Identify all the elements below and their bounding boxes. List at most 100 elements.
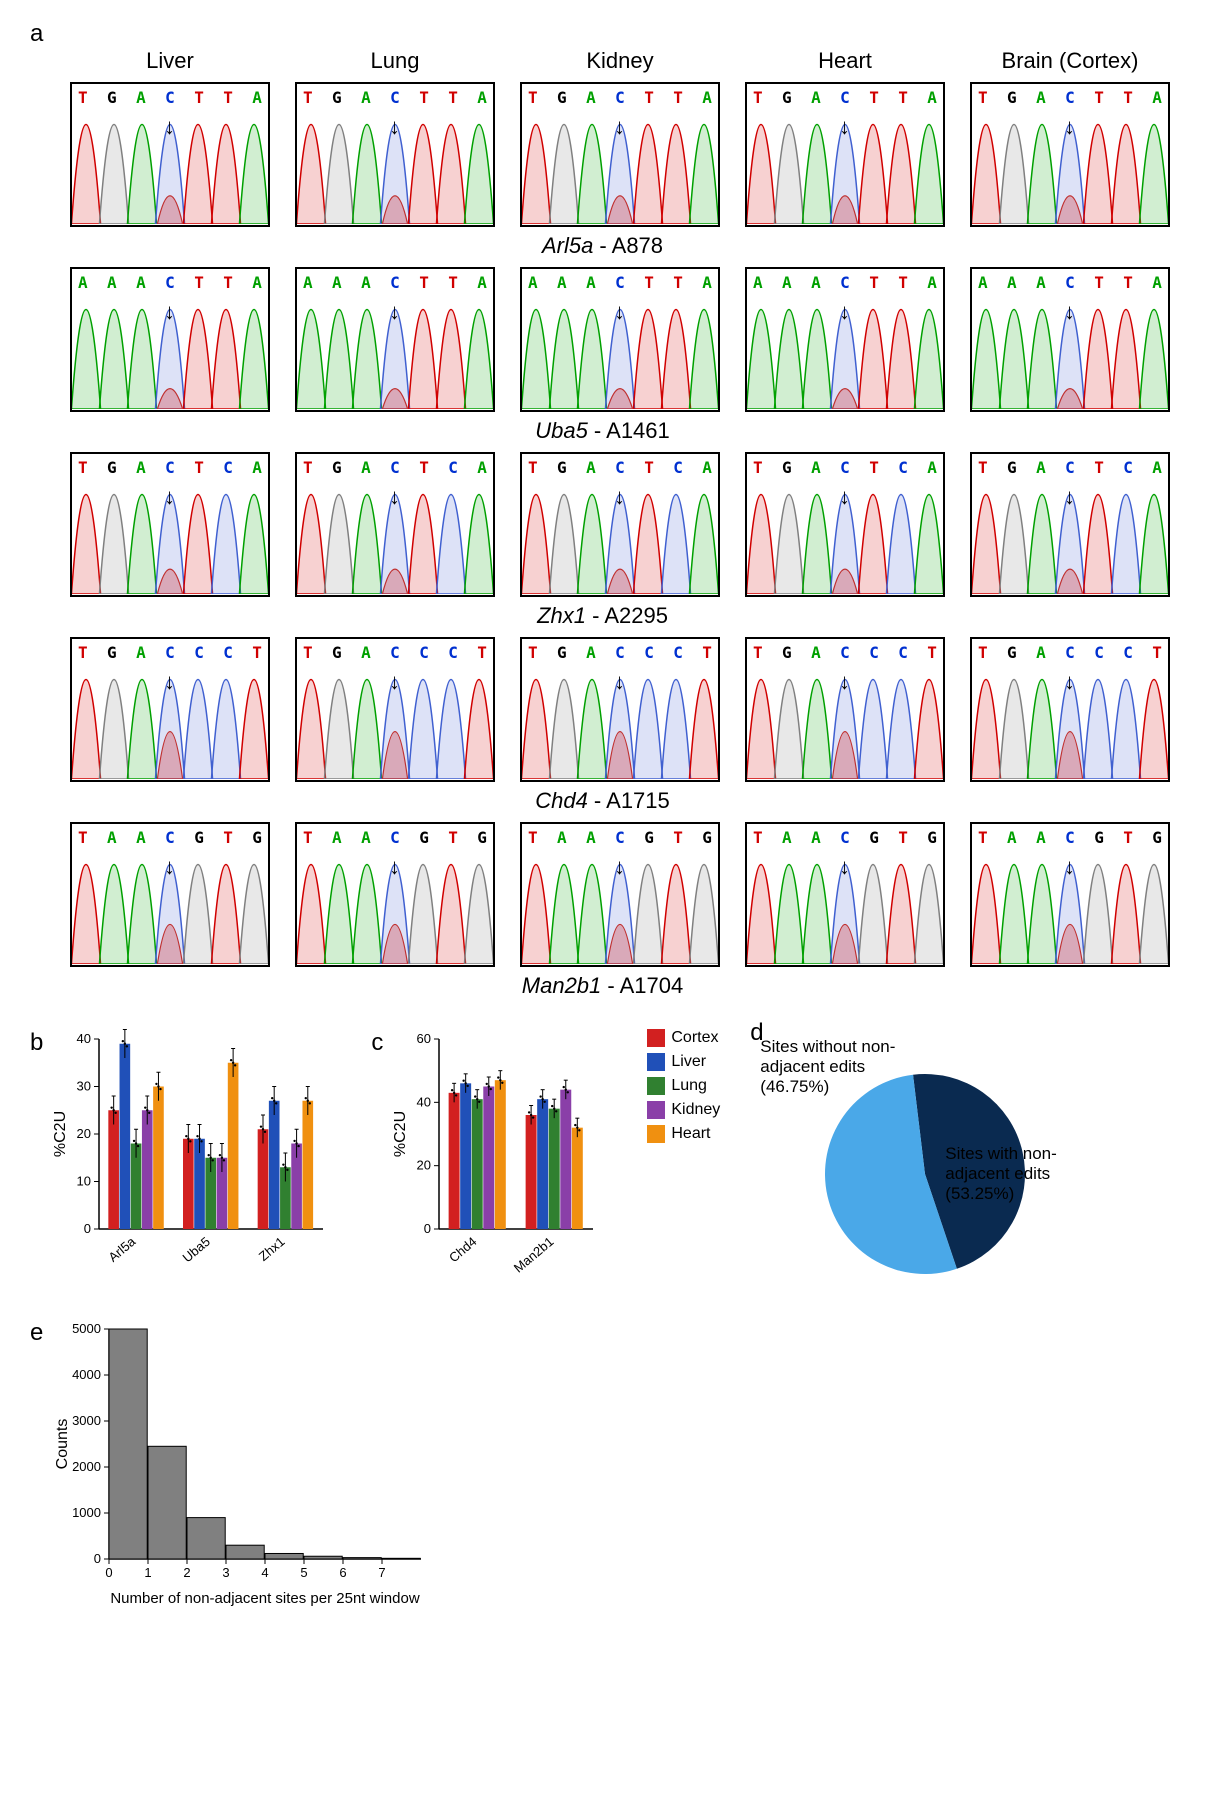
sequence-bases: TGACTTA xyxy=(72,84,268,111)
legend-label: Cortex xyxy=(671,1029,718,1047)
tissue-header-kidney: Kidney xyxy=(520,48,720,74)
tissue-header-heart: Heart xyxy=(745,48,945,74)
sequence-bases: TGACTCA xyxy=(522,454,718,481)
sequence-bases: TGACTTA xyxy=(747,84,943,111)
sequence-bases: TAACGTG xyxy=(72,824,268,851)
svg-text:2: 2 xyxy=(184,1565,191,1580)
svg-text:%C2U: %C2U xyxy=(392,1111,409,1157)
legend-swatch xyxy=(647,1125,665,1143)
svg-text:Uba5: Uba5 xyxy=(180,1234,213,1265)
panel-b-label: b xyxy=(30,1029,43,1057)
svg-text:2000: 2000 xyxy=(72,1459,101,1474)
sequence-bases: AAACTTA xyxy=(297,269,493,296)
sequence-bases: TAACGTG xyxy=(972,824,1168,851)
svg-text:20: 20 xyxy=(417,1158,431,1173)
chromatogram-uba5-lung: AAACTTA↓ xyxy=(295,267,495,412)
sequence-bases: TAACGTG xyxy=(297,824,493,851)
gene-label-arl5a: Arl5a - A878 xyxy=(30,233,1175,259)
panel-b-chart: 010203040%C2UArl5aUba5Zhx1 xyxy=(51,1029,331,1289)
chromatogram-man2b1-lung: TAACGTG↓ xyxy=(295,822,495,967)
legend-item-lung: Lung xyxy=(647,1077,720,1095)
chromatogram-arl5a-lung: TGACTTA↓ xyxy=(295,82,495,227)
svg-text:Number of non-adjacent sites p: Number of non-adjacent sites per 25nt wi… xyxy=(111,1590,421,1607)
panel-e-label: e xyxy=(30,1319,43,1347)
chromatogram-chd4-liver: TGACCCT↓ xyxy=(70,637,270,782)
panel-c-chart: 0204060%C2UChd4Man2b1 xyxy=(391,1029,601,1289)
sequence-bases: TGACTCA xyxy=(72,454,268,481)
tissue-header-lung: Lung xyxy=(295,48,495,74)
sequence-bases: TGACCCT xyxy=(72,639,268,666)
chromatogram-uba5-kidney: AAACTTA↓ xyxy=(520,267,720,412)
chrom-row-uba5: AAACTTA↓AAACTTA↓AAACTTA↓AAACTTA↓AAACTTA↓ xyxy=(30,267,1175,412)
chromatogram-arl5a-liver: TGACTTA↓ xyxy=(70,82,270,227)
chromatogram-zhx1-braincortex: TGACTCA↓ xyxy=(970,452,1170,597)
sequence-bases: TGACCCT xyxy=(747,639,943,666)
chrom-row-arl5a: TGACTTA↓TGACTTA↓TGACTTA↓TGACTTA↓TGACTTA↓ xyxy=(30,82,1175,227)
svg-text:3: 3 xyxy=(223,1565,230,1580)
gene-label-chd4: Chd4 - A1715 xyxy=(30,788,1175,814)
chrom-row-chd4: TGACCCT↓TGACCCT↓TGACCCT↓TGACCCT↓TGACCCT↓ xyxy=(30,637,1175,782)
legend-item-heart: Heart xyxy=(647,1125,720,1143)
svg-text:Counts: Counts xyxy=(54,1419,71,1470)
svg-text:6: 6 xyxy=(340,1565,347,1580)
svg-text:Chd4: Chd4 xyxy=(446,1234,479,1265)
chromatogram-arl5a-kidney: TGACTTA↓ xyxy=(520,82,720,227)
legend-label: Kidney xyxy=(671,1101,720,1119)
svg-text:3000: 3000 xyxy=(72,1413,101,1428)
sequence-bases: TGACCCT xyxy=(522,639,718,666)
svg-text:1: 1 xyxy=(145,1565,152,1580)
panels-bcd: b 010203040%C2UArl5aUba5Zhx1 c 0204060%C… xyxy=(30,1029,1175,1294)
svg-text:10: 10 xyxy=(77,1174,91,1189)
chromatogram-arl5a-heart: TGACTTA↓ xyxy=(745,82,945,227)
sequence-bases: TGACCCT xyxy=(972,639,1168,666)
chromatogram-man2b1-heart: TAACGTG↓ xyxy=(745,822,945,967)
chromatogram-rows: TGACTTA↓TGACTTA↓TGACTTA↓TGACTTA↓TGACTTA↓… xyxy=(30,82,1175,999)
svg-text:4: 4 xyxy=(262,1565,269,1580)
sequence-bases: TAACGTG xyxy=(522,824,718,851)
chromatogram-arl5a-braincortex: TGACTTA↓ xyxy=(970,82,1170,227)
sequence-bases: TGACTTA xyxy=(972,84,1168,111)
svg-text:0: 0 xyxy=(94,1551,101,1566)
chromatogram-chd4-braincortex: TGACCCT↓ xyxy=(970,637,1170,782)
chromatogram-chd4-heart: TGACCCT↓ xyxy=(745,637,945,782)
chrom-row-zhx1: TGACTCA↓TGACTCA↓TGACTCA↓TGACTCA↓TGACTCA↓ xyxy=(30,452,1175,597)
legend-swatch xyxy=(647,1053,665,1071)
svg-text:40: 40 xyxy=(77,1031,91,1046)
legend-swatch xyxy=(647,1101,665,1119)
sequence-bases: TGACTCA xyxy=(972,454,1168,481)
svg-text:30: 30 xyxy=(77,1079,91,1094)
panel-b: b 010203040%C2UArl5aUba5Zhx1 xyxy=(30,1029,331,1294)
svg-text:Man2b1: Man2b1 xyxy=(511,1234,557,1276)
panel-c-label: c xyxy=(371,1029,383,1057)
pie-label-without: Sites without non-adjacent edits (46.75%… xyxy=(760,1037,910,1097)
svg-text:20: 20 xyxy=(77,1126,91,1141)
panel-a: a LiverLungKidneyHeartBrain (Cortex) TGA… xyxy=(30,20,1175,999)
legend-swatch xyxy=(647,1077,665,1095)
legend-label: Heart xyxy=(671,1125,710,1143)
panel-a-label: a xyxy=(30,20,43,47)
chromatogram-uba5-liver: AAACTTA↓ xyxy=(70,267,270,412)
tissue-header-liver: Liver xyxy=(70,48,270,74)
svg-text:0: 0 xyxy=(106,1565,113,1580)
sequence-bases: AAACTTA xyxy=(522,269,718,296)
sequence-bases: TGACTTA xyxy=(522,84,718,111)
svg-text:1000: 1000 xyxy=(72,1505,101,1520)
gene-label-zhx1: Zhx1 - A2295 xyxy=(30,603,1175,629)
svg-text:Zhx1: Zhx1 xyxy=(256,1234,288,1264)
legend-swatch xyxy=(647,1029,665,1047)
panel-e: e 010002000300040005000Counts01234567Num… xyxy=(30,1319,1175,1609)
chromatogram-zhx1-heart: TGACTCA↓ xyxy=(745,452,945,597)
gene-label-uba5: Uba5 - A1461 xyxy=(30,418,1175,444)
legend-item-liver: Liver xyxy=(647,1053,720,1071)
chromatogram-uba5-heart: AAACTTA↓ xyxy=(745,267,945,412)
chromatogram-man2b1-kidney: TAACGTG↓ xyxy=(520,822,720,967)
sequence-bases: TGACTCA xyxy=(747,454,943,481)
svg-text:%C2U: %C2U xyxy=(52,1111,69,1157)
chromatogram-zhx1-liver: TGACTCA↓ xyxy=(70,452,270,597)
chrom-row-man2b1: TAACGTG↓TAACGTG↓TAACGTG↓TAACGTG↓TAACGTG↓ xyxy=(30,822,1175,967)
svg-text:0: 0 xyxy=(424,1221,431,1236)
legend-item-kidney: Kidney xyxy=(647,1101,720,1119)
svg-text:40: 40 xyxy=(417,1094,431,1109)
tissue-headers: LiverLungKidneyHeartBrain (Cortex) xyxy=(30,48,1175,74)
sequence-bases: AAACTTA xyxy=(972,269,1168,296)
